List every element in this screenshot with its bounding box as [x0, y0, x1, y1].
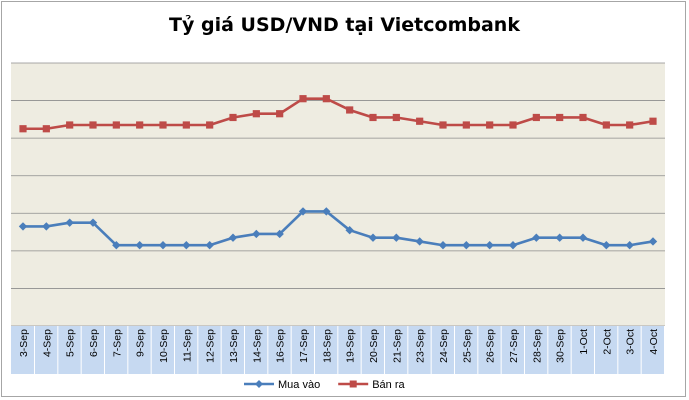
data-point	[392, 113, 400, 122]
data-point	[135, 241, 144, 250]
legend-marker	[349, 380, 357, 388]
x-tick-label: 27-Sep	[508, 329, 520, 363]
x-tick-label: 3-Sep	[18, 329, 30, 357]
data-point	[438, 241, 448, 250]
x-tick-label: 1-Oct	[578, 329, 590, 355]
data-point	[368, 233, 378, 242]
x-tick-label: 12-Sep	[205, 329, 217, 363]
data-point	[345, 225, 354, 235]
data-point	[205, 241, 214, 250]
data-point	[578, 233, 588, 242]
data-point	[602, 121, 610, 129]
data-point	[556, 113, 564, 122]
data-point	[182, 121, 190, 129]
data-point	[112, 121, 120, 129]
x-tick-label: 5-Sep	[65, 329, 77, 357]
data-point	[18, 222, 28, 231]
x-tick-label: 11-Sep	[181, 329, 193, 362]
x-tick-label: 24-Sep	[438, 329, 450, 363]
data-point	[65, 218, 74, 227]
data-point	[182, 241, 191, 250]
data-point	[299, 95, 307, 103]
data-point	[275, 229, 284, 239]
data-point	[648, 237, 658, 246]
legend-label: Bán ra	[372, 379, 405, 391]
x-tick-label: 2-Oct	[601, 329, 613, 355]
data-point	[158, 241, 168, 250]
data-point	[112, 241, 121, 250]
data-point	[532, 233, 541, 242]
x-tick-label: 28-Sep	[531, 329, 543, 363]
legend: Mua vào Bán ra	[244, 379, 405, 391]
data-point	[555, 233, 564, 242]
data-point	[485, 241, 494, 250]
data-point	[369, 113, 377, 122]
x-tick-label: 10-Sep	[158, 329, 170, 363]
x-tick-label: 25-Sep	[461, 329, 473, 363]
x-tick-label: 23-Sep	[415, 329, 427, 363]
plot-area	[11, 63, 665, 326]
data-point	[298, 207, 308, 216]
x-tick-label: 3-Oct	[625, 329, 637, 355]
x-tick-label: 7-Sep	[111, 329, 123, 357]
data-point	[462, 241, 471, 250]
x-tick-label: 13-Sep	[228, 329, 240, 363]
data-point	[88, 218, 98, 227]
x-tick-label: 26-Sep	[485, 329, 497, 363]
data-point	[532, 113, 540, 122]
data-point	[346, 106, 354, 114]
x-tick-label: 4-Sep	[41, 329, 53, 357]
series-line	[23, 97, 654, 131]
data-point	[276, 110, 284, 118]
data-point	[626, 121, 634, 129]
data-point	[508, 241, 518, 250]
data-point	[462, 121, 470, 129]
data-point	[602, 241, 611, 250]
legend-marker	[255, 380, 263, 388]
x-tick-label: 30-Sep	[555, 329, 567, 363]
data-point	[19, 125, 27, 133]
data-point	[206, 121, 214, 129]
x-tick-label: 9-Sep	[135, 329, 147, 357]
data-point	[509, 121, 517, 129]
data-point	[322, 95, 330, 103]
data-point	[42, 222, 51, 231]
x-tick-label: 4-Oct	[648, 329, 660, 355]
data-point	[392, 233, 401, 242]
data-point	[228, 233, 238, 242]
data-point	[439, 121, 447, 129]
data-point	[42, 125, 50, 133]
data-point	[486, 121, 494, 129]
data-point	[252, 110, 260, 118]
series-line	[23, 210, 654, 247]
data-point	[649, 117, 657, 125]
legend-label: Mua vào	[278, 379, 320, 391]
x-tick-label: 19-Sep	[345, 329, 357, 363]
data-point	[159, 121, 167, 129]
data-point	[136, 121, 144, 129]
x-tick-label: 14-Sep	[251, 329, 263, 363]
chart-title: Tỷ giá USD/VND tại Vietcombank	[169, 14, 520, 36]
data-point	[89, 121, 97, 129]
data-point	[66, 121, 74, 129]
x-tick-label: 20-Sep	[368, 329, 380, 363]
data-point	[415, 237, 424, 246]
data-point	[252, 229, 261, 239]
data-point	[229, 113, 237, 122]
x-tick-label: 18-Sep	[321, 329, 333, 363]
x-tick-label: 17-Sep	[298, 329, 310, 363]
x-tick-label: 6-Sep	[88, 329, 100, 357]
data-point	[322, 207, 331, 216]
data-point	[579, 113, 587, 122]
data-point	[625, 241, 634, 250]
x-tick-label: 21-Sep	[391, 329, 403, 363]
x-tick-label: 16-Sep	[275, 329, 287, 363]
data-point	[416, 117, 424, 125]
